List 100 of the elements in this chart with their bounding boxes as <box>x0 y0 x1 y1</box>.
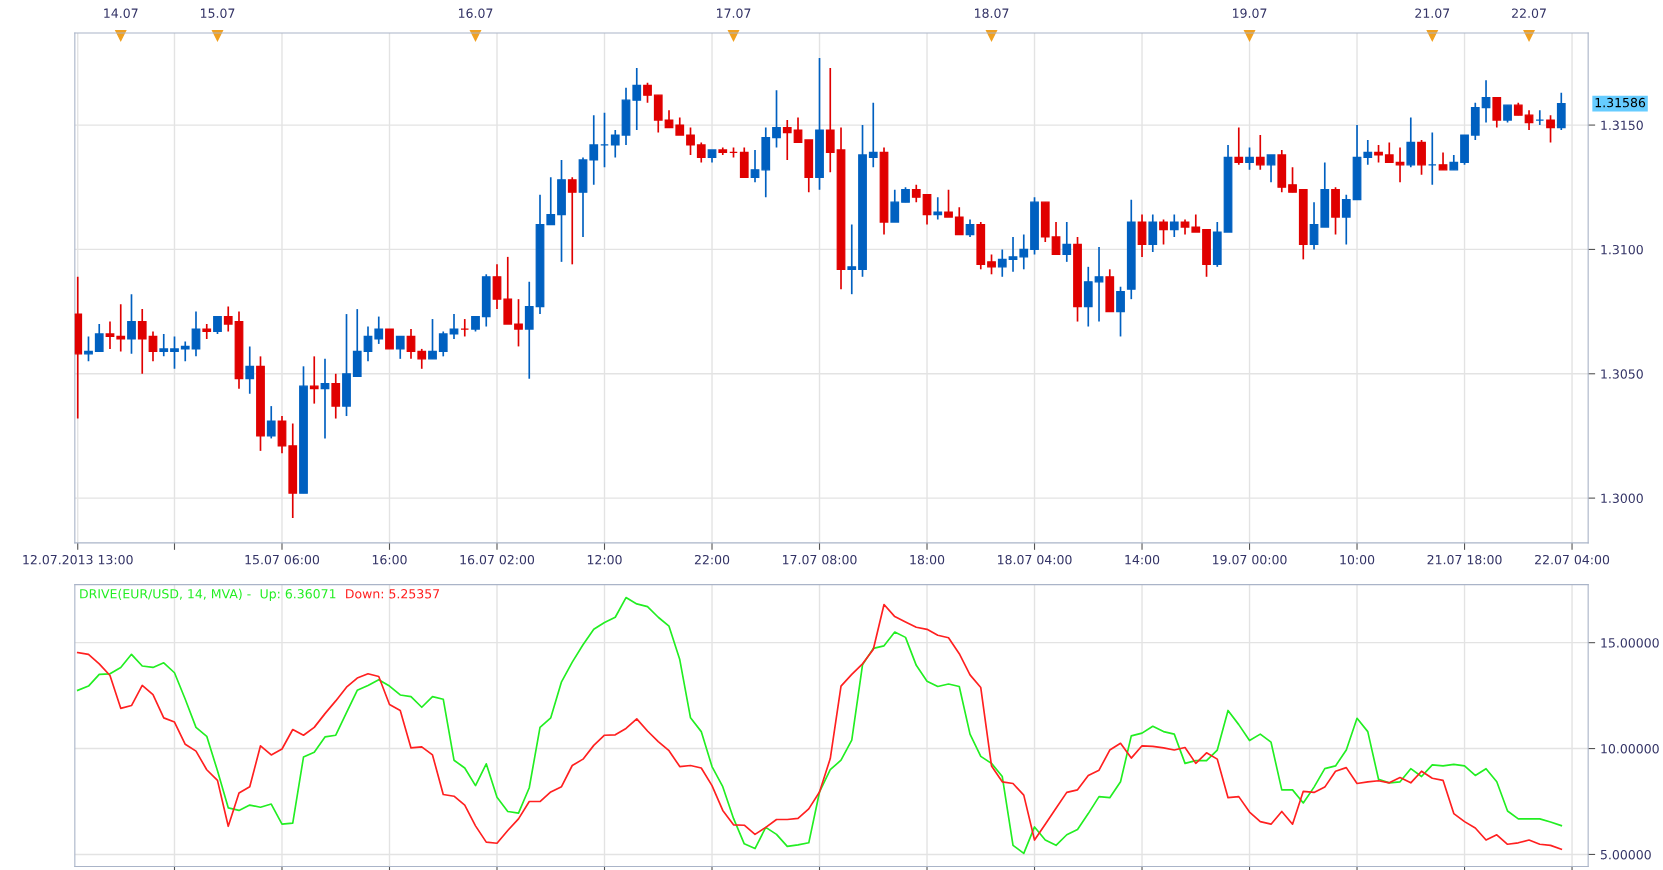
text: 15.07 <box>200 8 235 18</box>
candlestick <box>772 89 781 149</box>
candlestick <box>159 333 169 358</box>
candlestick <box>1309 201 1319 251</box>
candlestick <box>395 335 405 360</box>
candlestick <box>1159 218 1168 246</box>
candlestick <box>363 325 373 363</box>
y-tick-label: 1.3150 <box>1601 120 1643 130</box>
text: Up: 6.36071 <box>260 589 336 601</box>
candlestick <box>696 141 706 164</box>
x-tick-label: 18:00 <box>910 554 945 565</box>
candlestick <box>1255 134 1265 171</box>
candlestick <box>1137 213 1147 258</box>
candlestick <box>127 293 136 355</box>
candlestick <box>94 323 104 353</box>
x-tick-label: 22.07 04:00 <box>1535 554 1610 565</box>
candlestick <box>997 248 1007 278</box>
candlestick <box>492 263 502 310</box>
candlestick <box>825 67 835 174</box>
candlestick <box>793 116 803 144</box>
candlestick <box>1492 96 1502 129</box>
text: 17.07 <box>716 8 751 18</box>
candlestick <box>1556 91 1566 131</box>
candlestick <box>417 348 427 370</box>
candlestick <box>1288 166 1297 194</box>
candlestick <box>944 188 953 218</box>
candlestick <box>546 176 556 226</box>
x-tick-label: 10:00 <box>1340 554 1375 565</box>
candlestick <box>266 405 276 440</box>
y-tick-label: 15.00000 <box>1601 638 1659 648</box>
x-tick-label: 12.07.2013 13:00 <box>23 554 133 565</box>
candlestick <box>686 126 695 156</box>
candlestick <box>1395 146 1405 184</box>
y-tick-label: 1.3050 <box>1601 369 1643 379</box>
candlestick <box>954 206 964 236</box>
candlestick <box>1116 285 1125 338</box>
candlestick <box>610 129 620 159</box>
candlestick <box>191 310 201 358</box>
candlestick <box>137 308 147 375</box>
candlestick <box>1524 109 1534 131</box>
candlestick <box>116 303 126 353</box>
candlestick <box>1481 79 1491 124</box>
x-tick-label: 19.07 00:00 <box>1213 554 1287 565</box>
candlestick <box>750 149 760 184</box>
candlestick <box>105 320 115 350</box>
candlestick <box>374 315 384 345</box>
candlestick <box>1406 116 1416 169</box>
candlestick <box>1169 213 1179 238</box>
x-tick-label: 16.07 02:00 <box>460 554 535 565</box>
text: 16.07 <box>458 8 493 18</box>
x-tick-label: 16:00 <box>372 554 407 565</box>
y-tick-label: 1.3100 <box>1601 244 1643 255</box>
x-tick-label: 17.07 08:00 <box>783 554 857 565</box>
chart-title: DRIVE(EUR/USD, 14, MVA) - <box>80 588 251 600</box>
candlestick <box>922 193 932 226</box>
candlestick <box>514 298 523 348</box>
candlestick <box>1148 213 1158 253</box>
candlestick <box>1062 221 1072 263</box>
candlestick <box>438 330 448 358</box>
candlestick <box>589 114 599 186</box>
candlestick <box>1094 246 1104 323</box>
x-tick-label: 21.07 18:00 <box>1427 554 1502 565</box>
candlestick <box>890 188 900 223</box>
x-tick-label: 15.07 06:00 <box>245 554 320 565</box>
text: Down: 5.25357 <box>346 589 440 599</box>
candlestick <box>1245 146 1254 171</box>
candlestick <box>449 313 459 340</box>
candlestick <box>782 119 792 161</box>
text: 18.07 <box>975 8 1009 18</box>
candlestick <box>1051 221 1061 256</box>
y-tick-label: 10.00000 <box>1601 744 1659 754</box>
candlestick <box>1546 114 1555 144</box>
x-tick-label: 12:00 <box>587 554 622 565</box>
candlestick <box>428 318 437 360</box>
candlestick <box>180 340 190 363</box>
candlestick <box>385 328 394 350</box>
candlestick <box>320 358 330 440</box>
text: 21.07 <box>1415 8 1450 18</box>
candlestick <box>1341 193 1351 246</box>
candlestick <box>84 335 93 363</box>
candlestick <box>847 223 857 296</box>
candlestick <box>1417 139 1426 176</box>
y-tick-label: 1.3000 <box>1601 493 1643 504</box>
candlestick <box>170 335 179 370</box>
candlestick <box>987 253 996 276</box>
candlestick <box>524 280 534 380</box>
candlestick <box>567 176 577 266</box>
candlestick <box>1008 236 1018 273</box>
candlestick <box>148 330 158 363</box>
candlestick <box>245 345 255 395</box>
candlestick <box>406 328 416 360</box>
candlestick <box>1234 126 1244 166</box>
text: 22.07 <box>1512 8 1546 18</box>
text: 1.31586 <box>1595 97 1646 108</box>
candlestick <box>1384 141 1394 164</box>
candlestick <box>868 101 878 169</box>
candlestick <box>1019 233 1029 271</box>
candlestick <box>1266 154 1276 184</box>
x-tick-label: 22:00 <box>694 554 730 565</box>
candlestick <box>223 305 233 333</box>
